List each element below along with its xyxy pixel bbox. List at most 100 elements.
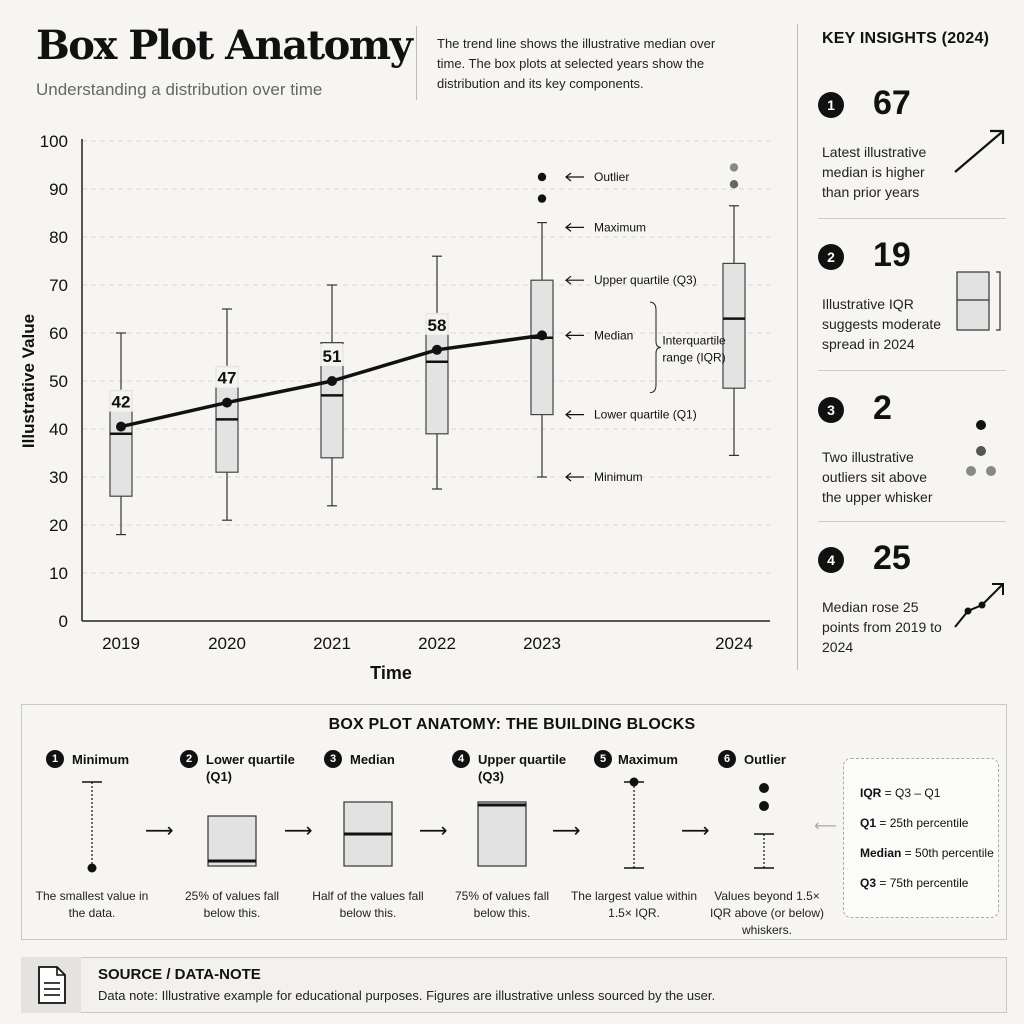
y-tick-label: 0 [59, 612, 68, 631]
formula-q1: Q1 = 25th percentile [860, 816, 968, 830]
divider [818, 218, 1006, 219]
annotation-arrowhead [565, 330, 572, 340]
y-tick-label: 90 [49, 180, 68, 199]
annotation-label: Median [594, 328, 633, 342]
arrow-right-icon: ⟶ [284, 820, 313, 842]
outlier-dots-icon [966, 420, 996, 476]
anatomy-step-upper-quartile: 4 Upper quartile (Q3) 75% of values fall… [438, 750, 566, 930]
maximum-icon [624, 777, 644, 869]
data-label: 58 [428, 316, 447, 335]
source-icon-container [21, 957, 81, 1013]
formula-key: Median [860, 846, 902, 860]
x-tick-label: 2023 [523, 634, 561, 653]
y-tick-label: 20 [49, 516, 68, 535]
data-label-bg [423, 312, 451, 335]
outlier-point [729, 180, 739, 189]
formula-key: IQR [860, 786, 882, 800]
outlier-point [729, 163, 739, 172]
step-description: Half of the values fall below this. [312, 889, 424, 920]
arrow-right-icon: ⟶ [552, 820, 581, 842]
annotation-label: Maximum [594, 220, 646, 234]
formula-key: Q1 [860, 816, 877, 830]
step-description: The smallest value in the data. [35, 889, 149, 920]
step-number: 2 [180, 750, 198, 768]
iqr-brace [649, 301, 662, 394]
step-description: 75% of values fall below this. [454, 889, 550, 920]
minimum-icon [82, 781, 102, 873]
step-label: Maximum [618, 752, 678, 767]
formula-text: = Q3 – Q1 [881, 786, 941, 800]
y-tick-label: 50 [49, 372, 68, 391]
box-iqr [320, 342, 344, 459]
arrow-right-icon: ⟶ [681, 820, 710, 842]
source-note: Data note: Illustrative example for educ… [98, 988, 716, 1003]
formula-q3: Q3 = 75th percentile [860, 876, 968, 890]
insight-text: Median rose 25 points from 2019 to 2024 [822, 599, 942, 655]
arrow-right-icon: ⟶ [419, 820, 448, 842]
outlier-point [537, 194, 547, 203]
insight-number: 1 [818, 92, 844, 118]
data-label: 51 [323, 347, 342, 366]
trend-point [537, 330, 547, 341]
annotation-label: Upper quartile (Q3) [594, 273, 697, 287]
outlier-point [537, 172, 547, 182]
annotation-arrowhead [565, 410, 572, 420]
annotation-arrowhead [565, 222, 572, 232]
anatomy-step-lower-quartile: 2 Lower quartile (Q1) 25% of values fall… [168, 750, 296, 930]
divider [818, 370, 1006, 371]
source-panel [21, 957, 1007, 1013]
anatomy-title: BOX PLOT ANATOMY: THE BUILDING BLOCKS [328, 716, 696, 733]
formula-box [843, 758, 999, 918]
step-number: 4 [452, 750, 470, 768]
insight-value: 2 [873, 389, 892, 427]
page-subtitle: Understanding a distribution over time [36, 80, 323, 99]
insight-value: 25 [873, 539, 911, 577]
outlier-icon [754, 783, 774, 869]
data-label-bg [213, 365, 241, 388]
insight-text: Two illustrative outliers sit above the … [822, 449, 933, 505]
anatomy-step-median: 3 Median Half of the values fall below t… [304, 750, 432, 930]
box-iqr [722, 262, 746, 389]
formula-iqr: IQR = Q3 – Q1 [860, 786, 940, 800]
step-description: Values beyond 1.5× IQR above (or below) … [709, 889, 825, 937]
insight-card: 4 25 Median rose 25 points from 2019 to … [818, 539, 1010, 697]
intro-text: The trend line shows the illustrative me… [437, 36, 716, 91]
insight-card: 2 19 Illustrative IQR suggests moderate … [818, 236, 1010, 394]
x-tick-label: 2024 [715, 634, 753, 653]
step-label: Median [350, 752, 395, 767]
rising-line-icon [954, 583, 1004, 628]
formula-text: = 25th percentile [876, 816, 969, 830]
arrow-right-icon: ⟶ [145, 820, 174, 842]
insight-number: 2 [818, 244, 844, 270]
anatomy-step-outlier: 6 Outlier Values beyond 1.5× IQR above (… [702, 750, 830, 937]
median-icon [343, 801, 393, 867]
y-tick-label: 10 [49, 564, 68, 583]
anatomy-step-maximum: 5 Maximum The largest value within 1.5× … [570, 750, 698, 930]
iqr-label: range (IQR) [662, 350, 725, 364]
data-label: 42 [112, 393, 131, 412]
data-label-bg [318, 344, 346, 366]
trend-point [116, 421, 126, 432]
y-tick-label: 60 [49, 324, 68, 343]
formula-text: = 50th percentile [901, 846, 994, 860]
step-description: 25% of values fall below this. [184, 889, 280, 920]
annotation-arrowhead [565, 275, 572, 285]
box-iqr [530, 279, 554, 416]
divider [797, 24, 798, 670]
x-axis-label: Time [370, 663, 412, 683]
y-tick-label: 70 [49, 276, 68, 295]
formula-median: Median = 50th percentile [860, 846, 994, 860]
annotation-label: Lower quartile (Q1) [594, 408, 697, 422]
anatomy-panel [21, 704, 1007, 940]
anatomy-step-minimum: 1 Minimum The smallest value in the data… [32, 750, 160, 930]
annotation-arrowhead [565, 472, 572, 482]
insight-value: 67 [873, 84, 911, 122]
data-label: 47 [218, 369, 237, 388]
x-tick-label: 2019 [102, 634, 140, 653]
lower-quartile-icon [207, 815, 257, 867]
insight-text: Latest illustrative median is higher tha… [822, 144, 927, 200]
step-number: 3 [324, 750, 342, 768]
x-tick-label: 2020 [208, 634, 246, 653]
y-tick-label: 30 [49, 468, 68, 487]
trend-point [222, 397, 232, 408]
